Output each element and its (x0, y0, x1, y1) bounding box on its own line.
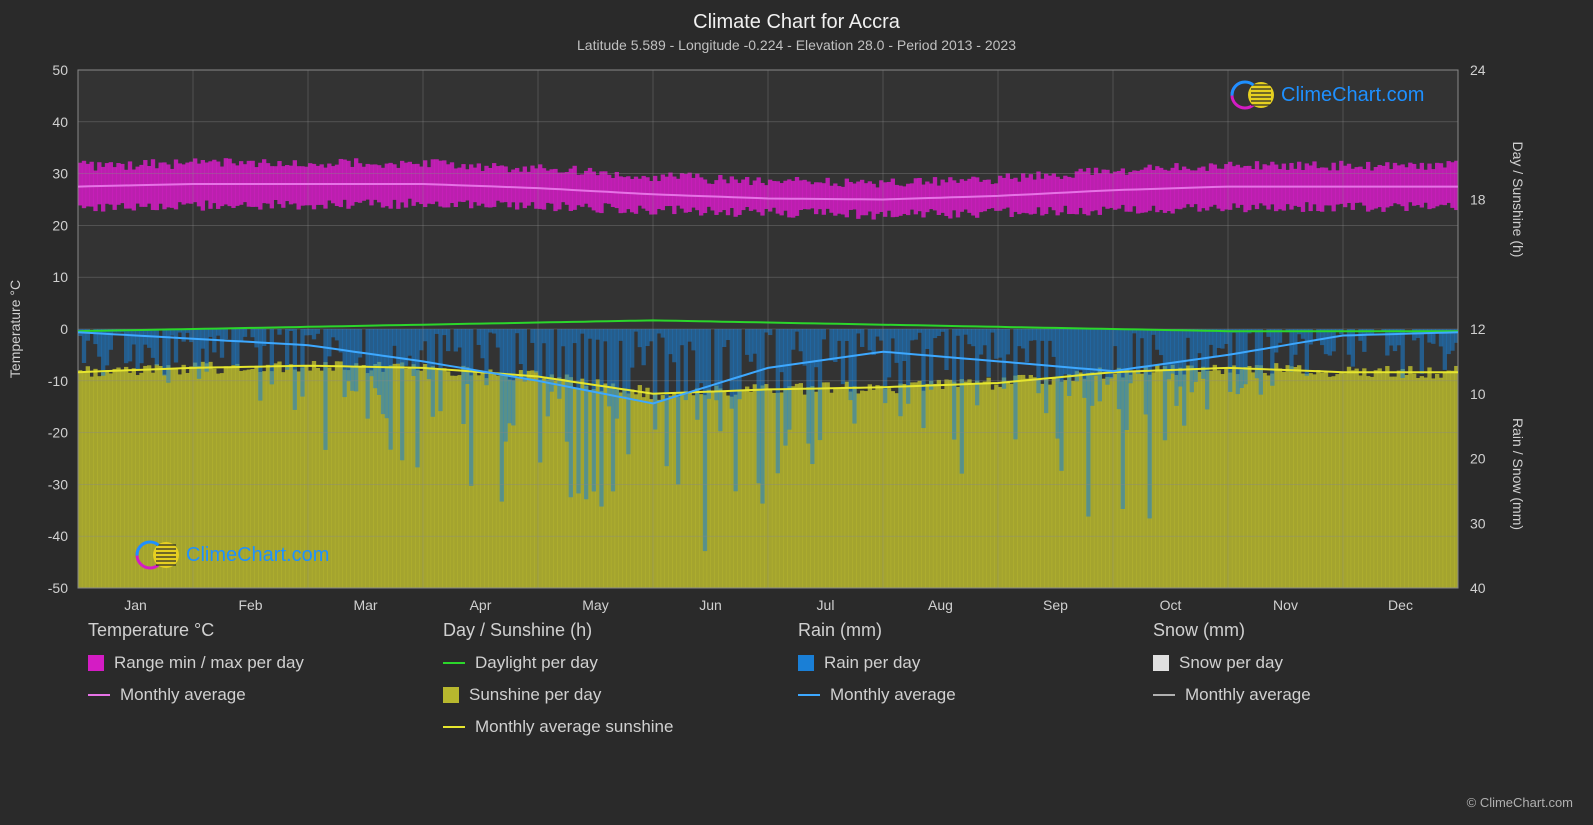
chart-subtitle: Latitude 5.589 - Longitude -0.224 - Elev… (577, 37, 1016, 53)
legend-swatch (443, 662, 465, 664)
legend-column: Temperature °C Range min / max per day Mon… (88, 620, 443, 737)
legend-header: Snow (mm) (1153, 620, 1508, 641)
chart-container: Climate Chart for Accra Latitude 5.589 - … (0, 0, 1593, 825)
svg-text:20: 20 (52, 217, 68, 233)
svg-text:10: 10 (52, 269, 68, 285)
svg-text:Nov: Nov (1273, 597, 1298, 613)
climate-chart-svg: Climate Chart for Accra Latitude 5.589 - … (0, 0, 1593, 615)
svg-text:50: 50 (52, 62, 68, 78)
legend-item: Monthly average (88, 685, 443, 705)
legend-label: Range min / max per day (114, 653, 304, 673)
svg-text:May: May (582, 597, 608, 613)
svg-text:30: 30 (1470, 515, 1486, 531)
legend-item: Range min / max per day (88, 653, 443, 673)
legend-column: Rain (mm) Rain per day Monthly average (798, 620, 1153, 737)
legend-header: Temperature °C (88, 620, 443, 641)
legend-column: Day / Sunshine (h) Daylight per day Sunshi… (443, 620, 798, 737)
svg-text:24: 24 (1470, 62, 1486, 78)
legend-item: Snow per day (1153, 653, 1508, 673)
legend-label: Monthly average (120, 685, 246, 705)
svg-text:20: 20 (1470, 451, 1486, 467)
legend-label: Monthly average (830, 685, 956, 705)
legend-swatch (1153, 694, 1175, 696)
legend-item: Monthly average (798, 685, 1153, 705)
legend-label: Monthly average sunshine (475, 717, 673, 737)
svg-text:10: 10 (1470, 386, 1486, 402)
legend-swatch (88, 694, 110, 696)
legend-swatch (88, 655, 104, 671)
legend-item: Monthly average (1153, 685, 1508, 705)
svg-text:Jan: Jan (124, 597, 147, 613)
legend-column: Snow (mm) Snow per day Monthly average (1153, 620, 1508, 737)
svg-text:Apr: Apr (470, 597, 492, 613)
svg-text:Dec: Dec (1388, 597, 1413, 613)
legend-swatch (798, 655, 814, 671)
svg-text:-20: -20 (48, 425, 68, 441)
legend-item: Sunshine per day (443, 685, 798, 705)
svg-text:-10: -10 (48, 373, 68, 389)
svg-text:Sep: Sep (1043, 597, 1068, 613)
legend-header: Rain (mm) (798, 620, 1153, 641)
svg-text:18: 18 (1470, 192, 1486, 208)
svg-text:Day / Sunshine (h): Day / Sunshine (h) (1510, 142, 1526, 258)
legend-label: Rain per day (824, 653, 920, 673)
legend-label: Daylight per day (475, 653, 598, 673)
legend-swatch (443, 687, 459, 703)
svg-text:ClimeChart.com: ClimeChart.com (1281, 84, 1424, 106)
svg-text:Jul: Jul (817, 597, 835, 613)
legend-swatch (443, 726, 465, 728)
svg-text:-30: -30 (48, 476, 68, 492)
svg-text:12: 12 (1470, 321, 1486, 337)
svg-text:Aug: Aug (928, 597, 953, 613)
svg-text:Temperature °C: Temperature °C (7, 280, 23, 378)
svg-text:Oct: Oct (1160, 597, 1182, 613)
svg-text:ClimeChart.com: ClimeChart.com (186, 544, 329, 566)
svg-text:Jun: Jun (699, 597, 722, 613)
legend-item: Daylight per day (443, 653, 798, 673)
legend-header: Day / Sunshine (h) (443, 620, 798, 641)
svg-text:Mar: Mar (353, 597, 377, 613)
legend-item: Monthly average sunshine (443, 717, 798, 737)
svg-text:-40: -40 (48, 528, 68, 544)
legend-label: Monthly average (1185, 685, 1311, 705)
legend-item: Rain per day (798, 653, 1153, 673)
svg-text:Feb: Feb (238, 597, 262, 613)
legend-label: Sunshine per day (469, 685, 601, 705)
svg-text:-50: -50 (48, 580, 68, 596)
legend-section: Temperature °C Range min / max per day Mon… (88, 620, 1508, 737)
svg-text:40: 40 (1470, 580, 1486, 596)
copyright-label: © ClimeChart.com (1467, 795, 1573, 810)
svg-text:0: 0 (60, 321, 68, 337)
svg-text:40: 40 (52, 114, 68, 130)
legend-swatch (798, 694, 820, 696)
svg-text:Rain / Snow (mm): Rain / Snow (mm) (1510, 418, 1526, 530)
legend-label: Snow per day (1179, 653, 1283, 673)
legend-swatch (1153, 655, 1169, 671)
svg-text:30: 30 (52, 166, 68, 182)
chart-title: Climate Chart for Accra (693, 11, 901, 33)
